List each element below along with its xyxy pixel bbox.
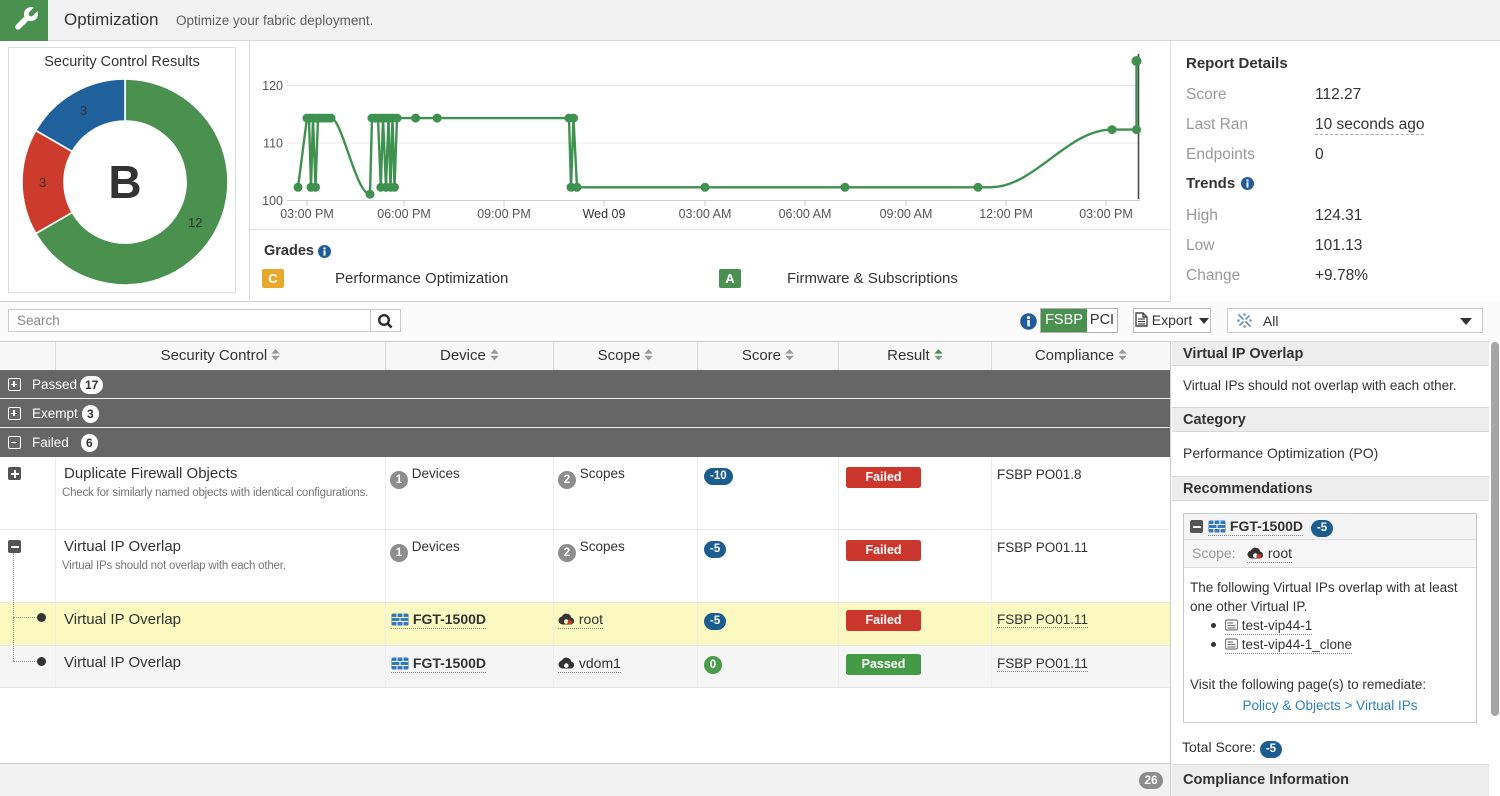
svg-text:09:00 PM: 09:00 PM — [477, 207, 531, 221]
svg-text:03:00 PM: 03:00 PM — [280, 207, 334, 221]
svg-text:Wed 09: Wed 09 — [583, 207, 626, 221]
svg-text:09:00 AM: 09:00 AM — [880, 207, 933, 221]
svg-text:120: 120 — [262, 79, 283, 93]
svg-text:03:00 AM: 03:00 AM — [679, 207, 732, 221]
svg-text:3: 3 — [39, 175, 46, 190]
svg-text:12: 12 — [188, 215, 202, 230]
svg-text:B: B — [108, 156, 141, 208]
svg-text:06:00 AM: 06:00 AM — [779, 207, 832, 221]
svg-text:110: 110 — [263, 137, 283, 151]
svg-text:3: 3 — [80, 103, 87, 118]
svg-text:06:00 PM: 06:00 PM — [377, 207, 431, 221]
svg-text:03:00 PM: 03:00 PM — [1079, 207, 1133, 221]
svg-text:12:00 PM: 12:00 PM — [979, 207, 1033, 221]
svg-text:100: 100 — [262, 194, 283, 208]
